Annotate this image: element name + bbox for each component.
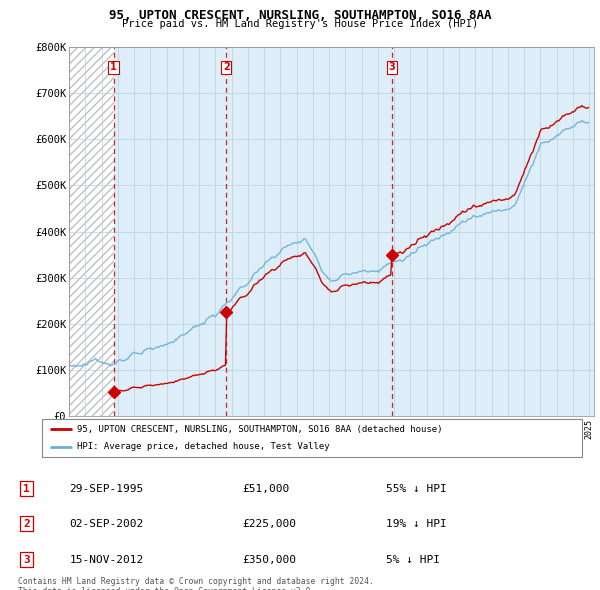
Text: 95, UPTON CRESCENT, NURSLING, SOUTHAMPTON, SO16 8AA: 95, UPTON CRESCENT, NURSLING, SOUTHAMPTO… bbox=[109, 9, 491, 22]
Bar bbox=[69, 47, 113, 416]
Text: £350,000: £350,000 bbox=[242, 555, 296, 565]
Text: £51,000: £51,000 bbox=[242, 484, 290, 494]
Text: 19% ↓ HPI: 19% ↓ HPI bbox=[386, 519, 447, 529]
Text: 3: 3 bbox=[23, 555, 30, 565]
Text: 55% ↓ HPI: 55% ↓ HPI bbox=[386, 484, 447, 494]
Text: £225,000: £225,000 bbox=[242, 519, 296, 529]
Text: 5% ↓ HPI: 5% ↓ HPI bbox=[386, 555, 440, 565]
Text: 3: 3 bbox=[389, 63, 395, 73]
Text: Contains HM Land Registry data © Crown copyright and database right 2024.
This d: Contains HM Land Registry data © Crown c… bbox=[18, 577, 374, 590]
Text: 02-SEP-2002: 02-SEP-2002 bbox=[70, 519, 144, 529]
Text: 1: 1 bbox=[110, 63, 117, 73]
Text: 2: 2 bbox=[223, 63, 230, 73]
Text: 29-SEP-1995: 29-SEP-1995 bbox=[70, 484, 144, 494]
Text: 15-NOV-2012: 15-NOV-2012 bbox=[70, 555, 144, 565]
Text: 1: 1 bbox=[23, 484, 30, 494]
Text: Price paid vs. HM Land Registry's House Price Index (HPI): Price paid vs. HM Land Registry's House … bbox=[122, 19, 478, 30]
FancyBboxPatch shape bbox=[42, 419, 582, 457]
Text: 2: 2 bbox=[23, 519, 30, 529]
Text: HPI: Average price, detached house, Test Valley: HPI: Average price, detached house, Test… bbox=[77, 442, 330, 451]
Text: 95, UPTON CRESCENT, NURSLING, SOUTHAMPTON, SO16 8AA (detached house): 95, UPTON CRESCENT, NURSLING, SOUTHAMPTO… bbox=[77, 425, 443, 434]
